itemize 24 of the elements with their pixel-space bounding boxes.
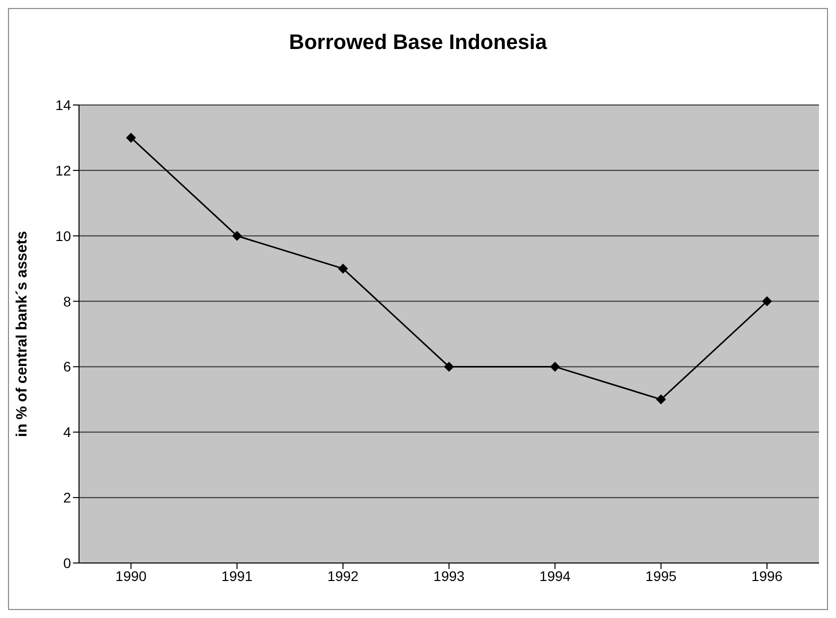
point [126, 132, 136, 143]
y-tick-label: 10 [55, 228, 72, 244]
point [232, 230, 242, 241]
y-tick-label: 0 [63, 554, 72, 571]
y-tick-label: 6 [63, 358, 72, 375]
y-tick-label: 8 [63, 293, 72, 310]
point [550, 362, 560, 372]
y-tick-label: 14 [55, 96, 72, 113]
x-tick-label: 1992 [327, 568, 359, 584]
point [338, 264, 348, 274]
y-tick-label: 4 [63, 424, 72, 440]
point [762, 296, 772, 306]
point [656, 394, 666, 404]
y-axis-title: in % of central bank´s assets [13, 231, 30, 437]
y-tick-label: 2 [63, 490, 72, 506]
y-tick-label: 12 [55, 162, 72, 178]
x-tick-label: 1994 [539, 568, 571, 584]
x-tick-label: 1990 [115, 568, 147, 584]
chart-title: Borrowed Base Indonesia [288, 30, 548, 56]
x-tick-label: 1993 [433, 568, 465, 584]
x-tick-label: 1996 [751, 568, 783, 584]
x-tick-label: 1995 [645, 568, 677, 584]
x-tick-label: 1991 [221, 568, 253, 584]
point [444, 362, 454, 372]
